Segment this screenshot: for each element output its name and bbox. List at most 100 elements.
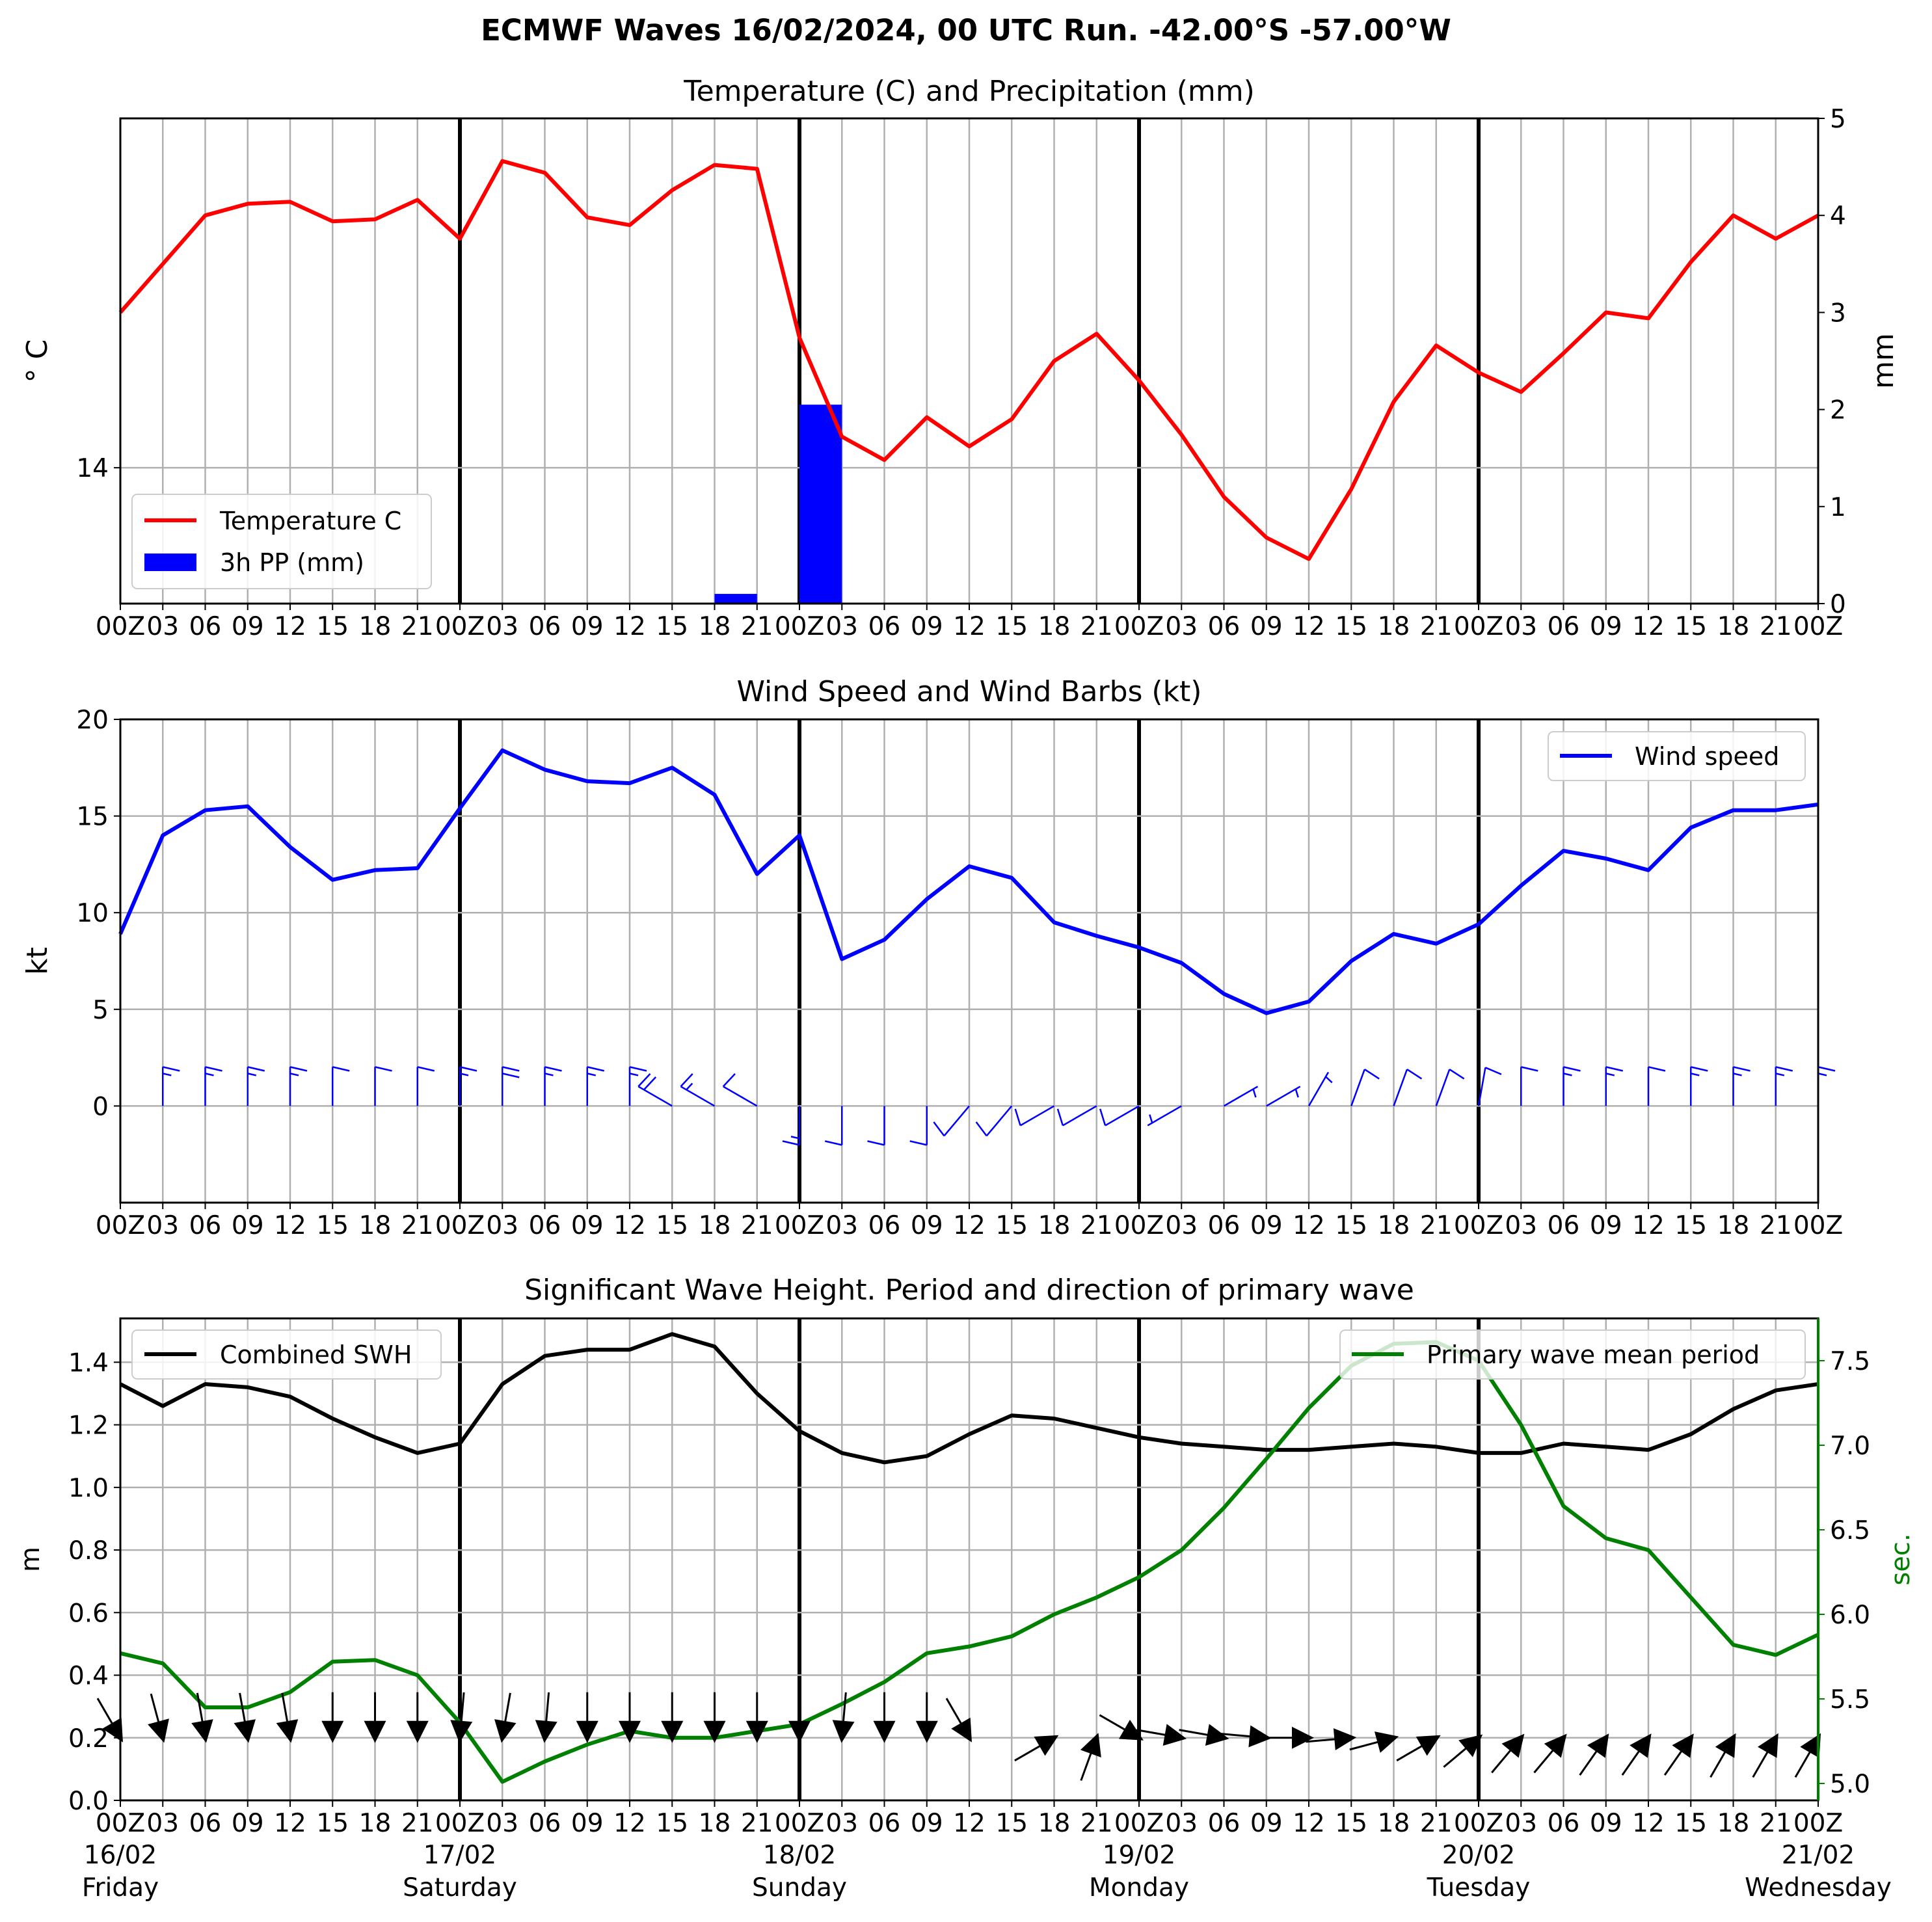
wind-barb-half-feather	[1295, 1089, 1299, 1098]
x-tick-label: 21	[1080, 612, 1113, 641]
wave-arrow-shaft	[150, 1693, 161, 1727]
wave-arrow-head	[364, 1720, 386, 1743]
period-legend-label: Primary wave mean period	[1427, 1341, 1760, 1369]
wind-barb-feather	[680, 1073, 693, 1088]
wave-arrow-head	[1119, 1720, 1144, 1741]
y2-tick-label: 6.0	[1830, 1601, 1870, 1630]
wind-barb-feather	[332, 1066, 350, 1072]
wind-barb-staff	[943, 1105, 970, 1137]
wind-barb-staff	[1147, 1105, 1182, 1127]
x-tick-label: 21	[1080, 1211, 1113, 1240]
x-tick-label: 09	[232, 1809, 264, 1838]
wind-barb-half-feather	[1149, 1114, 1153, 1123]
x-tick-label: 18	[1717, 1211, 1750, 1240]
x-tick-label: 06	[868, 612, 901, 641]
day-date-label: 17/02	[423, 1841, 496, 1870]
wave-direction-arrow	[1443, 1734, 1483, 1768]
y-tick-label: 1.2	[68, 1411, 109, 1441]
y2-tick-label: 5.0	[1830, 1770, 1870, 1799]
waves-x-ticks: 00Z 03 06 09 12 15 18 21 00Z 03 06 09 12 15 18 21 00Z 03 0…	[96, 1800, 1843, 1838]
wave-arrow-shaft	[1220, 1733, 1255, 1738]
wave-direction-arrow	[1533, 1733, 1567, 1774]
figure-title: ECMWF Waves 16/02/2024, 00 UTC Run. -42.…	[481, 13, 1451, 47]
x-tick-label: 21	[1420, 1211, 1453, 1240]
wind-barb-feather	[1775, 1066, 1793, 1072]
wind-barb-staff	[723, 1086, 758, 1107]
wind-barb-feather	[1520, 1066, 1538, 1072]
y-tick-label: 20	[76, 706, 109, 735]
wind-barb-feather	[637, 1073, 651, 1088]
wave-direction-arrow	[1491, 1733, 1525, 1774]
x-tick-label: 21	[1080, 1809, 1113, 1838]
x-tick-label: 06	[1208, 1809, 1241, 1838]
wave-arrow-head	[915, 1720, 938, 1743]
x-tick-label: 06	[1548, 1809, 1580, 1838]
x-tick-label: 00Z	[1793, 1211, 1843, 1240]
x-tick-label: 12	[953, 1211, 986, 1240]
y-tick-label: 0.6	[68, 1599, 109, 1628]
y2-tick-label: 5	[1830, 105, 1846, 134]
day-labels: 16/02 Friday 17/02 Saturday 18/02 Sunday 19/02…	[82, 1841, 1892, 1902]
x-tick-label: 18	[699, 612, 731, 641]
y-tick-label: 5	[92, 996, 109, 1025]
x-tick-label: 21	[1760, 1809, 1792, 1838]
x-tick-label: 00Z	[1454, 1809, 1503, 1838]
wind-barb-staff	[637, 1086, 673, 1107]
wind-barb-feather	[782, 1140, 800, 1146]
wave-arrow-head	[576, 1720, 598, 1743]
x-tick-label: 18	[1378, 1809, 1410, 1838]
wind-barb-half-feather	[544, 1073, 554, 1076]
wind-barb	[1690, 1066, 1708, 1106]
x-tick-label: 06	[868, 1809, 901, 1838]
x-tick-label: 12	[613, 612, 646, 641]
wind-barb	[782, 1106, 801, 1146]
wind-barb-half-feather	[1563, 1073, 1572, 1076]
x-tick-label: 12	[613, 1211, 646, 1240]
x-tick-label: 03	[1165, 1809, 1198, 1838]
wave-arrow-shaft	[842, 1692, 847, 1726]
wave-direction-arrow	[1710, 1733, 1736, 1778]
x-tick-label: 06	[529, 612, 561, 641]
wave-direction-arrow	[1396, 1735, 1441, 1762]
wind-barb	[975, 1105, 1013, 1137]
wave-arrow-shaft	[1533, 1746, 1557, 1774]
wind-barb-half-feather	[162, 1073, 172, 1076]
wave-arrow-shaft	[1663, 1746, 1685, 1776]
wind-barb-feather	[502, 1066, 520, 1072]
wave-arrow-shaft	[1080, 1748, 1094, 1782]
day-name-label: Sunday	[752, 1873, 847, 1902]
precip-legend-swatch	[144, 554, 196, 571]
x-tick-label: 15	[995, 1809, 1028, 1838]
x-tick-label: 21	[1420, 1809, 1453, 1838]
wave-direction-arrow	[945, 1698, 972, 1742]
wind-barb	[204, 1066, 222, 1106]
x-tick-label: 03	[825, 612, 858, 641]
day-date-label: 21/02	[1782, 1841, 1855, 1870]
x-tick-label: 09	[1590, 1809, 1622, 1838]
y-tick-label: 10	[76, 899, 109, 928]
wind-barb-feather	[722, 1073, 736, 1088]
wind-barb-feather	[1449, 1068, 1465, 1080]
wind-barb-feather	[975, 1121, 987, 1137]
precip-y-ticks: 0 1 2 3 4 5	[1818, 105, 1846, 619]
x-tick-label: 03	[146, 1211, 179, 1240]
wind-barb-feather	[375, 1066, 392, 1072]
swh-legend: Combined SWH	[131, 1329, 442, 1380]
period-legend-box	[1339, 1329, 1806, 1380]
wave-direction-arrow	[788, 1692, 811, 1743]
x-tick-label: 18	[699, 1211, 731, 1240]
wind-legend-label: Wind speed	[1635, 742, 1779, 771]
x-tick-label: 00Z	[96, 1809, 145, 1838]
wind-barb-staff	[1477, 1067, 1486, 1106]
x-tick-label: 12	[613, 1809, 646, 1838]
wind-barb-half-feather	[1818, 1073, 1827, 1076]
temperature-legend-box	[131, 494, 432, 589]
wind-barb	[1308, 1071, 1333, 1107]
x-tick-label: 00Z	[775, 1211, 824, 1240]
wind-barbs	[162, 1066, 1836, 1146]
x-tick-label: 06	[1208, 612, 1241, 641]
wave-arrow-shaft	[96, 1698, 116, 1728]
wind-barb-feather	[909, 1140, 928, 1146]
wind-barb-staff	[1105, 1105, 1140, 1127]
wind-y-label: kt	[21, 947, 54, 975]
